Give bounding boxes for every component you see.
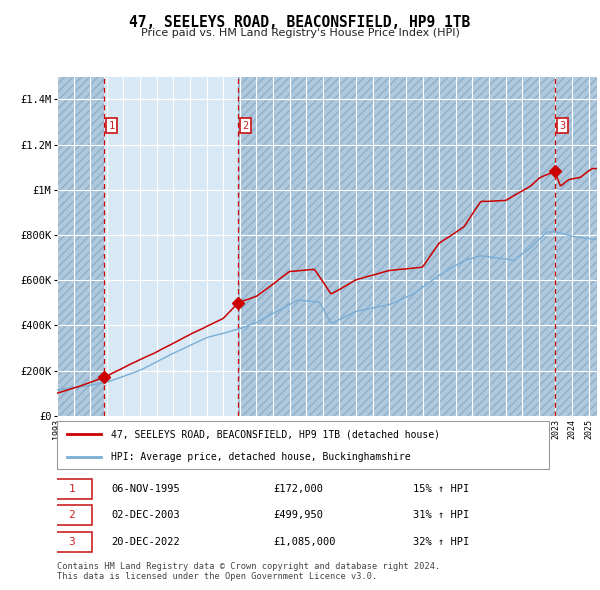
Text: 20-DEC-2022: 20-DEC-2022	[111, 537, 180, 547]
Text: 2: 2	[68, 510, 75, 520]
Text: 47, SEELEYS ROAD, BEACONSFIELD, HP9 1TB (detached house): 47, SEELEYS ROAD, BEACONSFIELD, HP9 1TB …	[111, 429, 440, 439]
Bar	[555, 77, 597, 416]
Bar	[57, 77, 104, 416]
Text: Contains HM Land Registry data © Crown copyright and database right 2024.: Contains HM Land Registry data © Crown c…	[57, 562, 440, 571]
Text: 02-DEC-2003: 02-DEC-2003	[111, 510, 180, 520]
Text: £499,950: £499,950	[273, 510, 323, 520]
Text: 3: 3	[559, 121, 565, 131]
Text: £1,085,000: £1,085,000	[273, 537, 335, 547]
Text: 47, SEELEYS ROAD, BEACONSFIELD, HP9 1TB: 47, SEELEYS ROAD, BEACONSFIELD, HP9 1TB	[130, 15, 470, 30]
Bar	[57, 77, 104, 416]
Text: 31% ↑ HPI: 31% ↑ HPI	[413, 510, 470, 520]
Text: This data is licensed under the Open Government Licence v3.0.: This data is licensed under the Open Gov…	[57, 572, 377, 581]
Text: 3: 3	[68, 537, 75, 547]
Bar	[238, 77, 555, 416]
Text: 32% ↑ HPI: 32% ↑ HPI	[413, 537, 470, 547]
Text: £172,000: £172,000	[273, 484, 323, 494]
FancyBboxPatch shape	[52, 532, 92, 552]
Text: 06-NOV-1995: 06-NOV-1995	[111, 484, 180, 494]
Bar	[555, 77, 597, 416]
Text: 1: 1	[109, 121, 115, 131]
FancyBboxPatch shape	[57, 421, 549, 469]
FancyBboxPatch shape	[52, 504, 92, 525]
FancyBboxPatch shape	[52, 479, 92, 499]
Text: 15% ↑ HPI: 15% ↑ HPI	[413, 484, 470, 494]
Text: Price paid vs. HM Land Registry's House Price Index (HPI): Price paid vs. HM Land Registry's House …	[140, 28, 460, 38]
Bar	[238, 77, 555, 416]
Text: 1: 1	[68, 484, 75, 494]
Text: HPI: Average price, detached house, Buckinghamshire: HPI: Average price, detached house, Buck…	[111, 452, 411, 462]
Bar	[104, 77, 238, 416]
Text: 2: 2	[242, 121, 249, 131]
